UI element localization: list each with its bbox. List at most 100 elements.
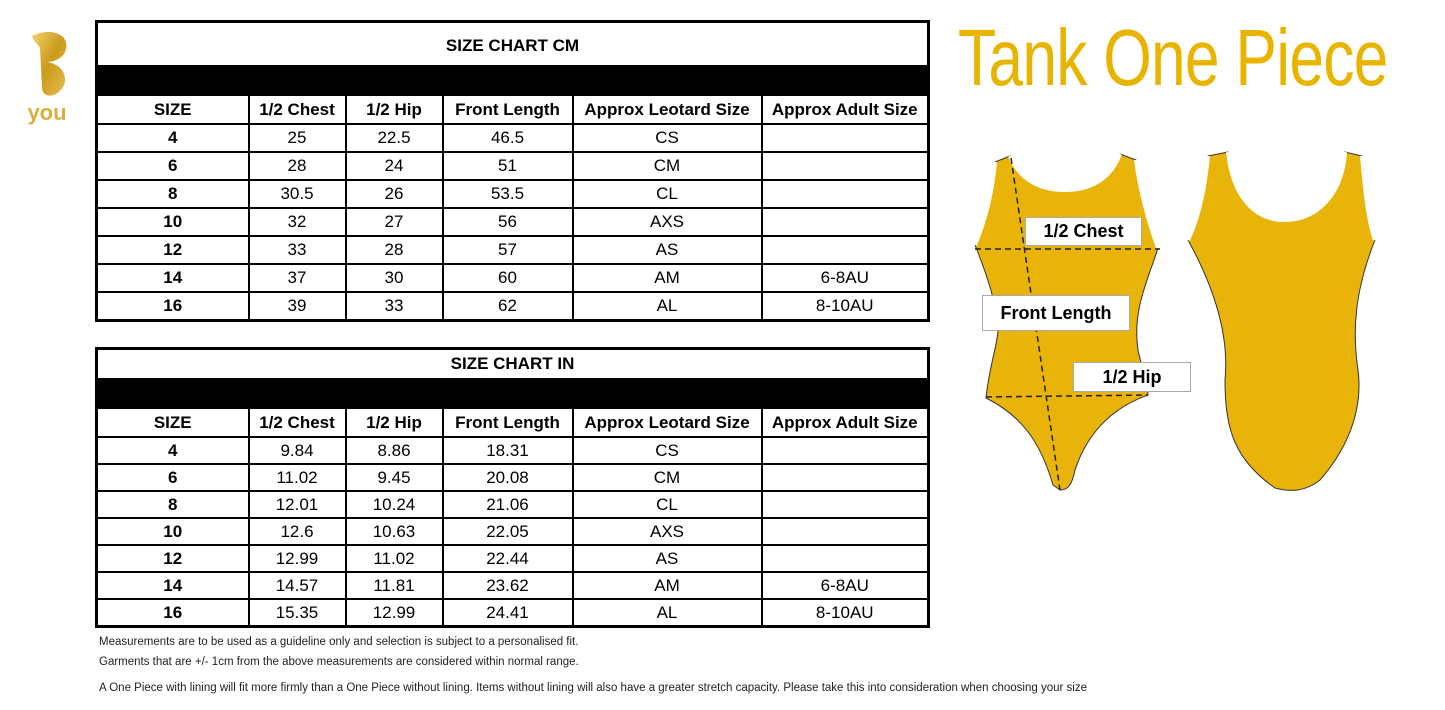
note-lining: A One Piece with lining will fit more fi… [99,682,1087,694]
table-cell: 30.5 [247,179,347,209]
size-cell: 10 [95,517,250,546]
table-cell [760,207,930,237]
table-cell: CS [571,436,763,465]
table-cell: CL [571,490,763,519]
table-cell: 18.31 [441,436,574,465]
table-cell: 22.5 [344,123,444,153]
size-cell: 6 [95,151,250,181]
table-cell: 23.62 [441,571,574,600]
table-row: 6 28 24 51 CM [95,151,930,181]
table-cell: 24 [344,151,444,181]
table-cell: 11.81 [344,571,444,600]
table-cell: 22.44 [441,544,574,573]
leotard-back [1187,151,1376,491]
column-header: SIZE [95,94,250,125]
note-tolerance: Garments that are +/- 1cm from the above… [99,656,579,668]
column-header: 1/2 Chest [247,407,347,438]
table-cell: AM [571,571,763,600]
table-cell: 8-10AU [760,598,930,628]
table-cell: 33 [344,291,444,322]
table-cell: 6-8AU [760,263,930,293]
size-cell: 8 [95,179,250,209]
table-cell: 32 [247,207,347,237]
table-cell: AXS [571,517,763,546]
table-cell: 8-10AU [760,291,930,322]
table-row: 4 9.84 8.86 18.31 CS [95,436,930,465]
table-cell: 14.57 [247,571,347,600]
column-header: SIZE [95,407,250,438]
table-cell: 57 [441,235,574,265]
size-cell: 12 [95,544,250,573]
table-cell: CL [571,179,763,209]
note-guideline: Measurements are to be used as a guideli… [99,636,579,648]
table-cell [760,517,930,546]
column-header: Approx Leotard Size [571,94,763,125]
table-cell [760,436,930,465]
product-title: Tank One Piece [958,13,1388,102]
table-cell: 8.86 [344,436,444,465]
front-length-label: Front Length [982,295,1130,331]
size-cell: 6 [95,463,250,492]
table-cell: 60 [441,263,574,293]
table-row: 16 15.35 12.99 24.41 AL 8-10AU [95,598,930,628]
column-header: Approx Leotard Size [571,407,763,438]
table-cell [760,179,930,209]
table-cell [760,123,930,153]
size-cell: 4 [95,123,250,153]
size-chart-in-table: SIZE CHART IN Flat Garment Measurements … [95,347,930,628]
column-header: Front Length [441,94,574,125]
column-header: 1/2 Chest [247,94,347,125]
table-row: 10 32 27 56 AXS [95,207,930,237]
size-cell: 12 [95,235,250,265]
table-cell: CM [571,151,763,181]
table-cell [760,544,930,573]
table-cell: 37 [247,263,347,293]
table-cell: 28 [344,235,444,265]
column-header: 1/2 Hip [344,94,444,125]
table-cell: AS [571,235,763,265]
table-cell: 27 [344,207,444,237]
table-title: SIZE CHART IN [95,347,930,380]
table-title: SIZE CHART CM [95,20,930,67]
table-cell: 9.84 [247,436,347,465]
table-row: 8 30.5 26 53.5 CL [95,179,930,209]
table-row: 8 12.01 10.24 21.06 CL [95,490,930,519]
table-cell: AM [571,263,763,293]
column-header: Front Length [441,407,574,438]
column-header: Approx Adult Size [760,94,930,125]
table-cell: 12.99 [247,544,347,573]
size-chart-cm-table: SIZE CHART CM Flat Garment Measurements … [95,20,930,322]
garment-diagram: 1/2 Chest Front Length 1/2 Hip [960,140,1380,510]
size-cell: 8 [95,490,250,519]
table-row: 14 37 30 60 AM 6-8AU [95,263,930,293]
table-subtitle: Flat Garment Measurements [95,378,930,409]
table-subtitle: Flat Garment Measurements [95,65,930,96]
table-cell: 53.5 [441,179,574,209]
table-cell: 51 [441,151,574,181]
table-cell: AXS [571,207,763,237]
table-cell: 12.6 [247,517,347,546]
table-cell: 62 [441,291,574,322]
table-cell: 22.05 [441,517,574,546]
table-row: 6 11.02 9.45 20.08 CM [95,463,930,492]
table-cell: 12.01 [247,490,347,519]
table-cell: 21.06 [441,490,574,519]
table-cell: 9.45 [344,463,444,492]
table-cell: 11.02 [247,463,347,492]
table-cell: AL [571,291,763,322]
size-cell: 10 [95,207,250,237]
column-header: 1/2 Hip [344,407,444,438]
size-cell: 14 [95,263,250,293]
table-cell [760,151,930,181]
table-cell: 10.24 [344,490,444,519]
table-cell: 30 [344,263,444,293]
table-cell [760,490,930,519]
size-cell: 16 [95,598,250,628]
table-cell: AL [571,598,763,628]
table-cell: CM [571,463,763,492]
table-cell: AS [571,544,763,573]
table-cell: 56 [441,207,574,237]
brand-logo: you [27,32,67,125]
table-cell: 6-8AU [760,571,930,600]
